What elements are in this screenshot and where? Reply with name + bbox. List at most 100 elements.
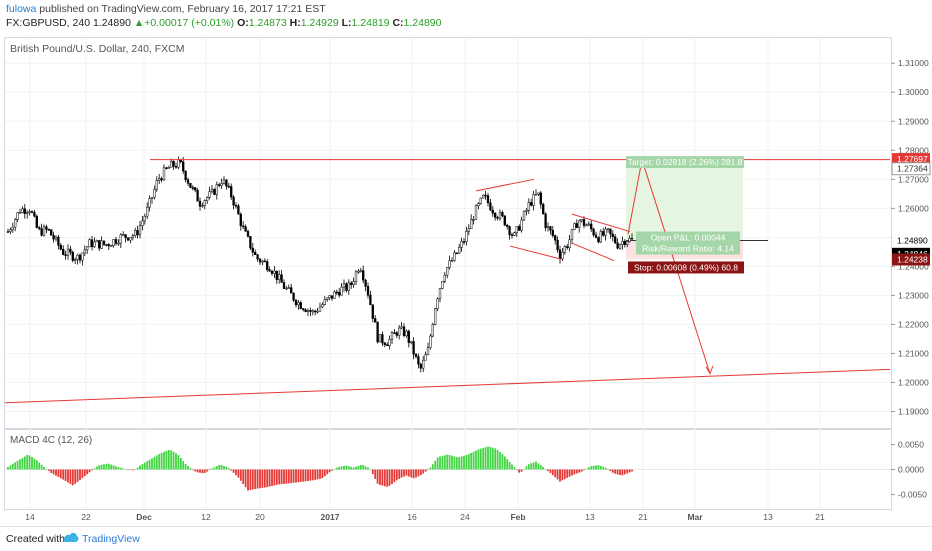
macd-bar bbox=[131, 469, 134, 471]
candle-body bbox=[165, 167, 168, 170]
main-pane[interactable] bbox=[4, 37, 892, 429]
macd-bar bbox=[556, 469, 559, 480]
macd-bar bbox=[141, 464, 144, 470]
candle-body bbox=[230, 186, 233, 198]
candle-body bbox=[371, 304, 374, 319]
macd-bar bbox=[374, 469, 377, 479]
candle-body bbox=[26, 212, 29, 214]
macd-bar bbox=[611, 469, 614, 473]
macd-bar bbox=[218, 464, 221, 470]
candle-body bbox=[146, 206, 149, 217]
macd-bar bbox=[21, 457, 24, 470]
candle-body bbox=[489, 202, 492, 211]
macd-bar bbox=[83, 469, 86, 477]
projection-arrowhead-icon bbox=[705, 365, 714, 375]
candle-body bbox=[189, 183, 192, 188]
macd-bar bbox=[275, 469, 278, 485]
macd-bar bbox=[499, 452, 501, 470]
candle-body bbox=[93, 241, 96, 248]
candle-body bbox=[275, 270, 278, 280]
candle-body bbox=[417, 356, 420, 365]
price-tick-label: 1.23000 bbox=[898, 290, 929, 300]
macd-bar bbox=[547, 469, 549, 471]
candle-body bbox=[354, 271, 358, 282]
trendline-wedge-2-lower[interactable] bbox=[571, 242, 615, 262]
trendline-wedge-1-lower[interactable] bbox=[509, 245, 562, 260]
price-badges: 1.276971.273641.248903:38:031.248461.242… bbox=[891, 153, 931, 266]
macd-bar bbox=[331, 469, 333, 471]
macd-bar bbox=[299, 469, 302, 482]
trendline-support[interactable] bbox=[4, 368, 891, 404]
time-tick-label: 14 bbox=[25, 512, 35, 522]
candle-body bbox=[621, 241, 624, 245]
macd-bar bbox=[230, 469, 233, 471]
time-axis[interactable]: 14 22 Dec 12 20 2017 16 24 Feb 13 21 Mar 13 21 bbox=[25, 512, 825, 522]
candle-body bbox=[153, 188, 156, 198]
macd-bar bbox=[359, 464, 362, 470]
candle-body bbox=[398, 327, 401, 336]
candle-body bbox=[578, 220, 581, 228]
high-label: H: bbox=[289, 17, 301, 29]
macd-bar bbox=[103, 464, 105, 470]
macd-bar bbox=[9, 465, 12, 470]
candle-body bbox=[546, 226, 550, 229]
macd-bar bbox=[79, 469, 81, 481]
price-badge-stop bbox=[892, 253, 930, 266]
candle-body bbox=[383, 342, 386, 346]
macd-bar bbox=[424, 469, 427, 472]
macd-bar bbox=[100, 464, 103, 470]
candle-body bbox=[340, 286, 343, 296]
time-tick-label: 24 bbox=[460, 512, 470, 522]
symbol-label: FX:GBPUSD, 240 bbox=[6, 17, 91, 29]
candle-body bbox=[270, 270, 274, 274]
macd-bar bbox=[134, 469, 137, 470]
tradingview-brand[interactable]: TradingView bbox=[82, 533, 140, 545]
time-tick-label: 22 bbox=[81, 512, 91, 522]
macd-bar bbox=[410, 469, 413, 478]
macd-bar bbox=[215, 466, 218, 470]
macd-bar bbox=[146, 461, 149, 470]
macd-bar bbox=[434, 460, 437, 470]
candle-body bbox=[594, 234, 598, 238]
candle-body bbox=[426, 347, 430, 355]
candle-body bbox=[160, 178, 163, 181]
macd-bar bbox=[590, 466, 593, 470]
macd-bar bbox=[16, 460, 19, 470]
price-axis[interactable]: 1.31000 1.30000 1.29000 1.28000 1.27000 1.260… bbox=[891, 58, 929, 416]
candle-body bbox=[470, 219, 473, 230]
macd-tick-label: -0.0050 bbox=[898, 490, 927, 500]
candle-body bbox=[345, 283, 348, 291]
macd-bar bbox=[391, 469, 393, 484]
candle-body bbox=[57, 236, 60, 246]
candle-body bbox=[362, 270, 365, 281]
candle-body bbox=[208, 191, 211, 198]
candle-body bbox=[326, 297, 329, 300]
price-label: 1.24890 bbox=[92, 17, 131, 29]
trendline-wedge-1-upper[interactable] bbox=[475, 178, 535, 192]
candle-body bbox=[256, 254, 259, 260]
trendlines[interactable] bbox=[4, 159, 891, 404]
macd-tick-label: 0.0050 bbox=[898, 440, 924, 450]
candle-body bbox=[618, 244, 622, 249]
candle-body bbox=[472, 219, 475, 221]
chart-canvas[interactable]: 1.31000 1.30000 1.29000 1.28000 1.27000 1.260… bbox=[0, 0, 932, 526]
candle-body bbox=[580, 219, 583, 222]
candle-body bbox=[59, 244, 62, 250]
candle-body bbox=[537, 192, 540, 195]
trendline-wedge-2-upper[interactable] bbox=[571, 213, 631, 233]
macd-bar bbox=[122, 468, 125, 470]
macd-bar bbox=[112, 465, 115, 470]
macd-bar bbox=[280, 469, 283, 485]
macd-bar bbox=[59, 469, 62, 479]
candle-body bbox=[402, 326, 406, 336]
risk-reward-label: Risk/Reward Ratio: 4.14 bbox=[642, 244, 734, 254]
price-tick-label: 1.22000 bbox=[898, 319, 929, 329]
candle-body bbox=[194, 187, 197, 191]
macd-bar bbox=[419, 469, 422, 476]
macd-bar bbox=[482, 447, 485, 470]
candle-body bbox=[482, 194, 485, 199]
author-link[interactable]: fulowa bbox=[6, 3, 37, 15]
candle-body bbox=[321, 304, 324, 308]
candle-body bbox=[76, 254, 79, 260]
candle-body bbox=[213, 189, 216, 195]
